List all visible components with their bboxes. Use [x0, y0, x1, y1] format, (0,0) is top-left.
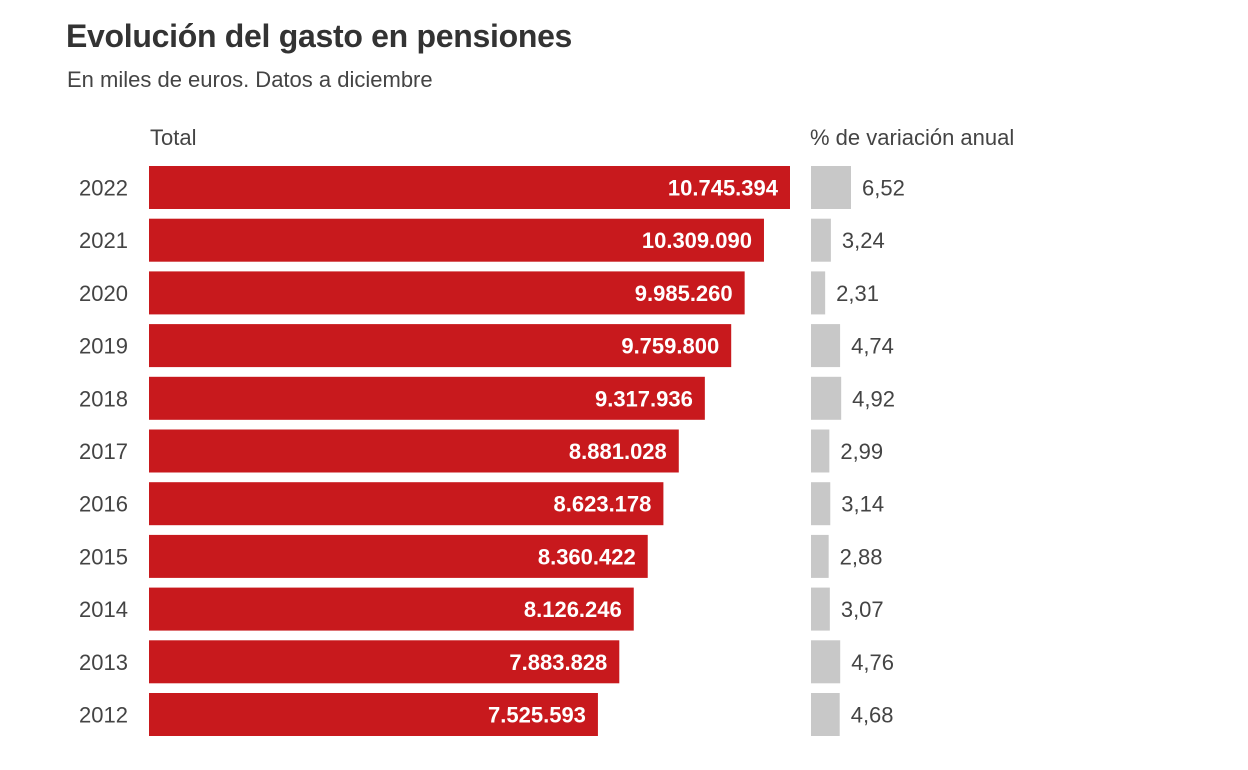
variation-bar	[811, 640, 840, 683]
total-value-label: 10.309.090	[642, 228, 752, 253]
variation-bar	[811, 430, 829, 473]
year-label: 2012	[79, 703, 128, 728]
total-value-label: 8.360.422	[538, 544, 636, 569]
year-label: 2022	[79, 176, 128, 201]
total-value-label: 8.881.028	[569, 439, 667, 464]
variation-value-label: 2,31	[836, 281, 879, 306]
total-value-label: 10.745.394	[668, 176, 779, 201]
year-label: 2015	[79, 544, 128, 569]
variation-bar	[811, 166, 851, 209]
total-value-label: 8.623.178	[554, 492, 652, 517]
variation-bar	[811, 324, 840, 367]
variation-bar	[811, 377, 841, 420]
year-label: 2018	[79, 386, 128, 411]
variation-bar	[811, 482, 830, 525]
total-value-label: 7.525.593	[488, 703, 586, 728]
year-label: 2019	[79, 334, 128, 359]
total-value-label: 9.317.936	[595, 386, 693, 411]
year-label: 2020	[79, 281, 128, 306]
variation-value-label: 4,74	[851, 334, 894, 359]
variation-value-label: 2,99	[840, 439, 883, 464]
variation-bar	[811, 271, 825, 314]
total-value-label: 9.759.800	[621, 334, 719, 359]
year-label: 2017	[79, 439, 128, 464]
variation-value-label: 4,68	[851, 703, 894, 728]
total-value-label: 9.985.260	[635, 281, 733, 306]
variation-value-label: 2,88	[840, 544, 883, 569]
total-value-label: 8.126.246	[524, 597, 622, 622]
year-label: 2016	[79, 492, 128, 517]
variation-value-label: 6,52	[862, 176, 905, 201]
variation-bar	[811, 219, 831, 262]
bar-chart: 2022 10.745.394 6,52 2021 10.309.090 3,24 2020…	[0, 0, 1248, 770]
year-label: 2021	[79, 228, 128, 253]
variation-value-label: 3,14	[841, 492, 884, 517]
variation-bar	[811, 535, 829, 578]
variation-value-label: 3,24	[842, 228, 885, 253]
variation-value-label: 3,07	[841, 597, 884, 622]
variation-value-label: 4,92	[852, 386, 895, 411]
year-label: 2014	[79, 597, 128, 622]
year-label: 2013	[79, 650, 128, 675]
variation-bar	[811, 693, 840, 736]
total-value-label: 7.883.828	[509, 650, 607, 675]
variation-value-label: 4,76	[851, 650, 894, 675]
variation-bar	[811, 588, 830, 631]
